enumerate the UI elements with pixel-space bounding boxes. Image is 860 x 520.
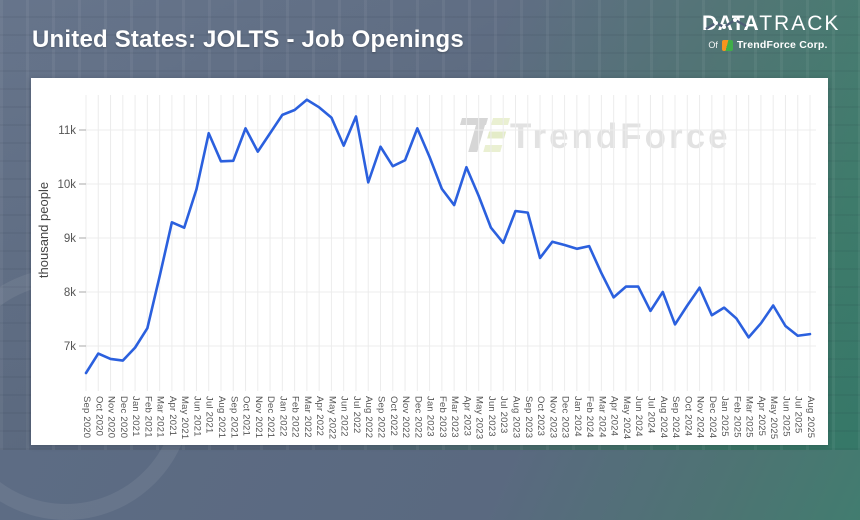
x-tick-label: Sep 2020	[81, 396, 92, 438]
x-tick-label: Oct 2022	[388, 396, 399, 436]
x-tick-label: Nov 2020	[106, 396, 117, 438]
datatrack-logo: DATATRACK Of TrendForce Corp.	[702, 12, 838, 51]
x-tick-label: May 2024	[621, 396, 632, 439]
chart-card: TrendForce 7k 8k 9k 10k 11k Sep 2020 Oct 2020…	[31, 78, 828, 445]
x-tick-label: Apr 2025	[756, 396, 767, 436]
x-tick-label: Apr 2021	[167, 396, 178, 436]
logo-subline: Of TrendForce Corp.	[702, 39, 834, 51]
vertical-gridlines	[85, 95, 811, 391]
x-tick-label: Dec 2020	[118, 396, 129, 438]
x-tick-label: Sep 2024	[670, 396, 681, 438]
x-tick-label: Nov 2022	[400, 396, 411, 438]
x-tick-label: Mar 2023	[449, 396, 460, 438]
x-tick-label: Jan 2022	[277, 396, 288, 437]
x-tick-label: May 2025	[768, 396, 779, 439]
x-tick-label: Nov 2021	[253, 396, 264, 438]
x-tick-label: Aug 2025	[805, 396, 816, 438]
x-tick-label: Sep 2023	[523, 396, 534, 438]
x-tick-label: Jan 2025	[719, 396, 730, 437]
y-tick-label: 11k	[58, 125, 76, 137]
x-tick-label: Nov 2024	[695, 396, 706, 438]
x-tick-label: Jul 2023	[498, 396, 509, 434]
x-tick-label: Oct 2021	[241, 396, 252, 436]
x-tick-label: Feb 2022	[290, 396, 301, 438]
x-tick-label: Jan 2021	[130, 396, 141, 437]
x-tick-label: Jun 2024	[633, 396, 644, 437]
trendforce-logo-icon	[721, 39, 733, 51]
x-tick-label: Apr 2023	[461, 396, 472, 436]
x-tick-label: Jul 2025	[793, 396, 804, 434]
x-tick-label: May 2023	[474, 396, 485, 439]
datatrack-wordmark: DATATRACK	[702, 12, 838, 36]
x-tick-label: Dec 2021	[265, 396, 276, 438]
x-tick-label: Apr 2024	[609, 396, 620, 436]
x-tick-label: Feb 2021	[142, 396, 153, 438]
x-tick-label: Dec 2022	[412, 396, 423, 438]
x-tick-label: Sep 2021	[228, 396, 239, 438]
x-tick-label: Jul 2021	[204, 396, 215, 434]
x-tick-label: Jun 2025	[780, 396, 791, 437]
x-tick-label: Apr 2022	[314, 396, 325, 436]
header: United States: JOLTS - Job Openings DATA…	[0, 0, 860, 72]
x-tick-label: Aug 2024	[658, 396, 669, 438]
x-tick-label: Dec 2023	[560, 396, 571, 438]
x-tick-label: Oct 2020	[93, 396, 104, 436]
x-tick-label: May 2021	[179, 396, 190, 439]
y-tick-label: 7k	[64, 341, 76, 353]
x-tick-label: Mar 2021	[155, 396, 166, 438]
x-tick-label: Mar 2025	[744, 396, 755, 438]
x-tick-label: Dec 2024	[707, 396, 718, 438]
of-label: Of	[708, 40, 718, 50]
x-tick-label: May 2022	[326, 396, 337, 439]
watermark-logo-icon	[459, 118, 510, 152]
y-tick-label: 8k	[64, 287, 76, 299]
logo-text-track: TRACK	[759, 12, 841, 35]
y-tick-label: 10k	[57, 179, 76, 191]
horizontal-gridlines	[79, 129, 816, 347]
x-tick-label: Oct 2023	[535, 396, 546, 436]
page-title: United States: JOLTS - Job Openings	[32, 26, 464, 53]
x-axis-labels: Sep 2020 Oct 2020 Nov 2020 Dec 2020 Jan 2021…	[81, 396, 816, 439]
x-tick-label: Jan 2023	[425, 396, 436, 437]
series-line	[84, 98, 812, 375]
x-tick-label: Aug 2022	[363, 396, 374, 438]
x-tick-label: Jul 2024	[645, 396, 656, 434]
y-axis-title: thousand people	[36, 182, 51, 278]
chart-svg: TrendForce 7k 8k 9k 10k 11k Sep 2020 Oct 2020…	[36, 95, 816, 439]
x-tick-label: Jan 2024	[572, 396, 583, 437]
logo-chart-icon	[705, 18, 747, 31]
x-tick-label: Oct 2024	[682, 396, 693, 436]
x-tick-label: Jul 2022	[351, 396, 362, 434]
y-tick-label: 9k	[64, 233, 76, 245]
x-tick-label: Jun 2023	[486, 396, 497, 437]
x-tick-label: Nov 2023	[547, 396, 558, 438]
x-tick-label: Jun 2022	[339, 396, 350, 437]
x-tick-label: Jun 2021	[191, 396, 202, 437]
x-tick-label: Feb 2023	[437, 396, 448, 438]
x-tick-label: Feb 2025	[731, 396, 742, 438]
watermark: TrendForce	[459, 117, 731, 156]
company-name: TrendForce Corp.	[736, 39, 828, 51]
x-tick-label: Aug 2021	[216, 396, 227, 438]
x-tick-label: Mar 2022	[302, 396, 313, 438]
x-tick-label: Feb 2024	[584, 396, 595, 438]
y-axis-labels: 7k 8k 9k 10k 11k	[57, 125, 76, 353]
x-tick-label: Aug 2023	[510, 396, 521, 438]
x-tick-label: Mar 2024	[596, 396, 607, 438]
watermark-text: TrendForce	[510, 117, 731, 156]
x-tick-label: Sep 2022	[376, 396, 387, 438]
